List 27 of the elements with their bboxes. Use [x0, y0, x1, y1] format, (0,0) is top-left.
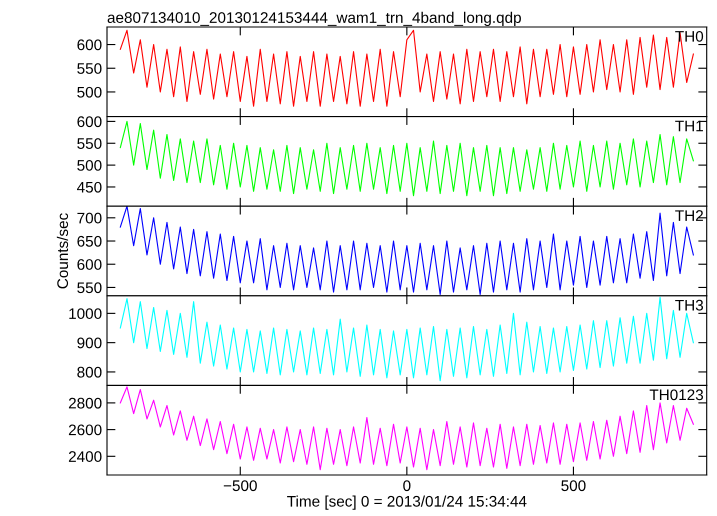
y-tick-label: 600 — [77, 116, 102, 128]
y-tick-label: 500 — [77, 86, 102, 98]
x-tick-label: 0 — [403, 480, 410, 492]
y-tick-label: 900 — [77, 338, 102, 348]
y-axis-title: Counts/sec — [56, 213, 68, 288]
x-axis-title: Time [sec] 0 = 2013/01/24 15:34:44 — [287, 495, 527, 510]
x-tick-label: 500 — [561, 480, 586, 492]
x-tick-label: −500 — [224, 480, 257, 492]
y-tick-label: 650 — [77, 236, 102, 247]
y-tick-label: 700 — [77, 212, 102, 224]
y-tick-label: 800 — [77, 366, 102, 378]
series-label: TH3 — [675, 300, 704, 311]
series-label: TH1 — [675, 120, 703, 132]
chart-title: ae807134010_20130124153444_wam1_trn_4band_long.qdp — [108, 12, 521, 26]
y-tick-label: 600 — [77, 259, 102, 270]
y-tick-label: 2800 — [68, 398, 102, 409]
y-tick-label: 550 — [77, 138, 102, 149]
y-tick-label: 1000 — [69, 308, 102, 320]
y-tick-label: 600 — [77, 39, 102, 50]
series-label: TH0123 — [650, 389, 704, 400]
y-tick-label: 550 — [77, 63, 102, 74]
y-tick-label: 2600 — [68, 424, 102, 436]
y-tick-label: 450 — [77, 182, 102, 193]
y-tick-label: 2400 — [68, 451, 102, 462]
y-tick-label: 550 — [77, 282, 102, 294]
y-tick-label: 500 — [77, 160, 102, 171]
series-label: TH2 — [675, 210, 703, 221]
